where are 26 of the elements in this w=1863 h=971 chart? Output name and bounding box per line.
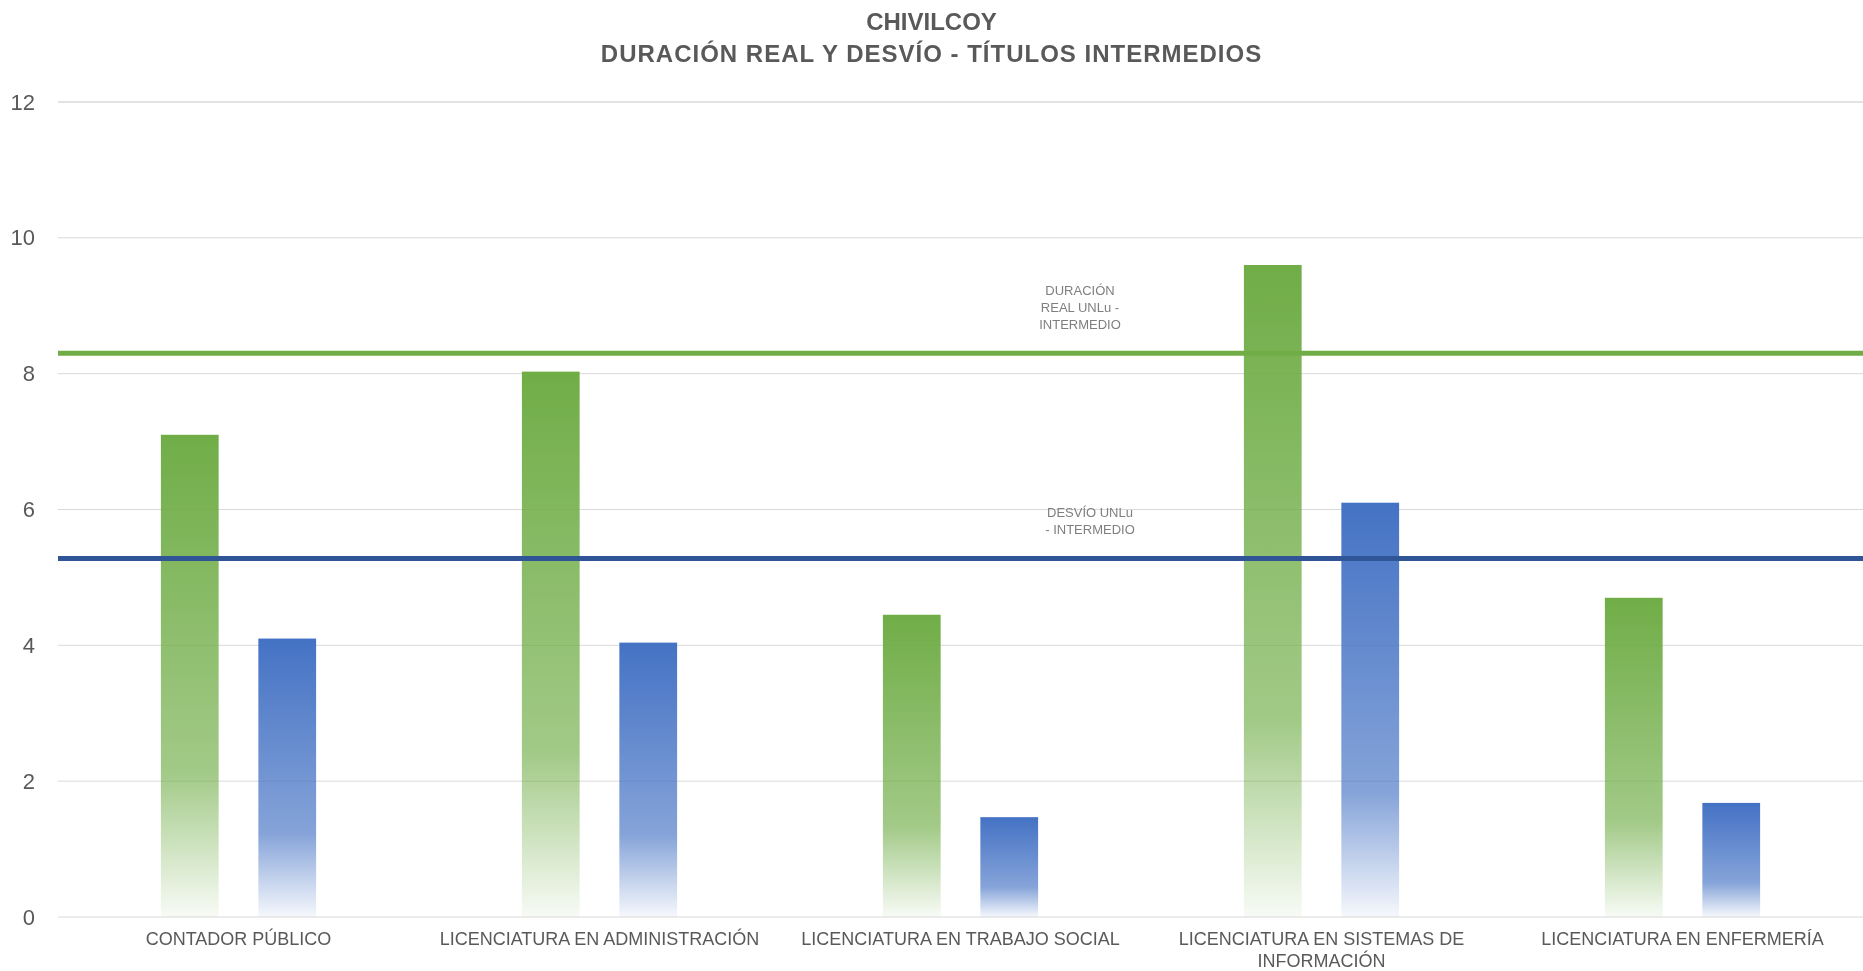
x-tick-label: LICENCIATURA EN ENFERMERÍA bbox=[1541, 929, 1824, 949]
y-tick-label: 8 bbox=[22, 361, 35, 387]
y-tick-label: 6 bbox=[22, 497, 35, 523]
bar bbox=[258, 638, 317, 917]
bar bbox=[1341, 502, 1400, 917]
y-tick-label: 10 bbox=[10, 225, 35, 251]
ref-line-label: DESVÍO UNLu - INTERMEDIO bbox=[1045, 505, 1135, 538]
bar bbox=[1702, 802, 1761, 917]
y-tick-label: 4 bbox=[22, 632, 35, 658]
bar bbox=[1243, 265, 1302, 917]
y-tick-label: 2 bbox=[22, 768, 35, 794]
chart-subtitle: DURACIÓN REAL Y DESVÍO - TÍTULOS INTERMEDIOS bbox=[600, 40, 1263, 67]
ref-line-label: DURACIÓN REAL UNLu - INTERMEDIO bbox=[1039, 283, 1121, 333]
bar bbox=[980, 817, 1039, 917]
bar bbox=[1604, 597, 1663, 917]
x-tick-label: LICENCIATURA EN TRABAJO SOCIAL bbox=[801, 929, 1120, 949]
bar bbox=[521, 371, 580, 917]
y-tick-label: 12 bbox=[10, 89, 35, 115]
bar bbox=[619, 642, 678, 917]
bar bbox=[882, 614, 941, 917]
y-tick-label: 0 bbox=[22, 904, 35, 930]
x-tick-label: CONTADOR PÚBLICO bbox=[145, 928, 332, 949]
chart-title: CHIVILCOY bbox=[866, 8, 997, 35]
bar bbox=[160, 434, 219, 917]
x-tick-label: LICENCIATURA EN ADMINISTRACIÓN bbox=[439, 928, 760, 949]
x-tick-label: LICENCIATURA EN SISTEMAS DE INFORMACIÓN bbox=[1178, 929, 1465, 971]
